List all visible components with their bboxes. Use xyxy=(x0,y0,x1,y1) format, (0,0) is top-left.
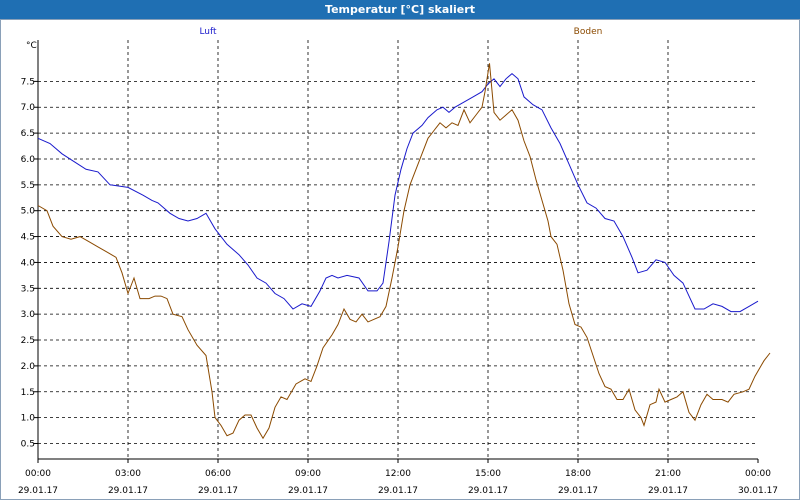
y-tick-label: 4.0 xyxy=(21,258,36,268)
series-line-boden xyxy=(37,63,771,440)
y-tick-label: 7.5 xyxy=(21,77,35,87)
series-line-luft xyxy=(37,72,759,313)
x-tick-date: 29.01.17 xyxy=(108,486,148,496)
y-tick-label: 6.0 xyxy=(21,155,36,165)
x-tick-date: 30.01.17 xyxy=(738,486,778,496)
x-tick-date: 29.01.17 xyxy=(468,486,508,496)
x-tick-time: 09:00 xyxy=(295,469,321,479)
y-tick-label: 5.5 xyxy=(21,181,35,191)
x-tick-time: 12:00 xyxy=(385,469,411,479)
x-tick-time: 15:00 xyxy=(475,469,501,479)
y-tick-label: 2.0 xyxy=(21,362,36,372)
chart-grid xyxy=(37,40,758,460)
y-tick-label: 2.5 xyxy=(21,336,35,346)
y-axis: 0.5 1.0 1.5 2.0 2.5 3.0 3.5 4.0 4.5 5.0 5.5 6.0 6.5 7… xyxy=(21,77,38,449)
y-tick-label: 5.0 xyxy=(21,207,36,217)
y-tick-label: 1.5 xyxy=(21,388,35,398)
chart-title: Temperatur [°C] skaliert xyxy=(0,0,800,19)
x-tick-date: 29.01.17 xyxy=(648,486,688,496)
x-tick-time: 00:00 xyxy=(745,469,771,479)
x-tick-date: 29.01.17 xyxy=(378,486,418,496)
x-tick-time: 00:00 xyxy=(25,469,51,479)
x-tick-date: 29.01.17 xyxy=(288,486,328,496)
x-tick-time: 06:00 xyxy=(205,469,231,479)
x-tick-time: 03:00 xyxy=(115,469,141,479)
y-axis-label: °C xyxy=(26,41,37,51)
y-tick-label: 4.5 xyxy=(21,233,35,243)
y-tick-label: 1.0 xyxy=(21,414,36,424)
x-tick-date: 29.01.17 xyxy=(558,486,598,496)
x-axis: 00:00 29.01.17 03:00 29.01.17 06:00 29.01.17 0… xyxy=(18,459,778,496)
y-tick-label: 7.0 xyxy=(21,103,36,113)
legend-boden: Boden xyxy=(574,27,603,37)
y-tick-label: 3.5 xyxy=(21,284,35,294)
x-tick-date: 29.01.17 xyxy=(18,486,58,496)
y-tick-label: 6.5 xyxy=(21,129,35,139)
y-tick-label: 0.5 xyxy=(21,439,35,449)
x-tick-time: 18:00 xyxy=(565,469,591,479)
y-tick-label: 3.0 xyxy=(21,310,36,320)
x-tick-time: 21:00 xyxy=(655,469,681,479)
chart-series xyxy=(37,63,771,440)
x-tick-date: 29.01.17 xyxy=(198,486,238,496)
legend-luft: Luft xyxy=(199,27,217,37)
